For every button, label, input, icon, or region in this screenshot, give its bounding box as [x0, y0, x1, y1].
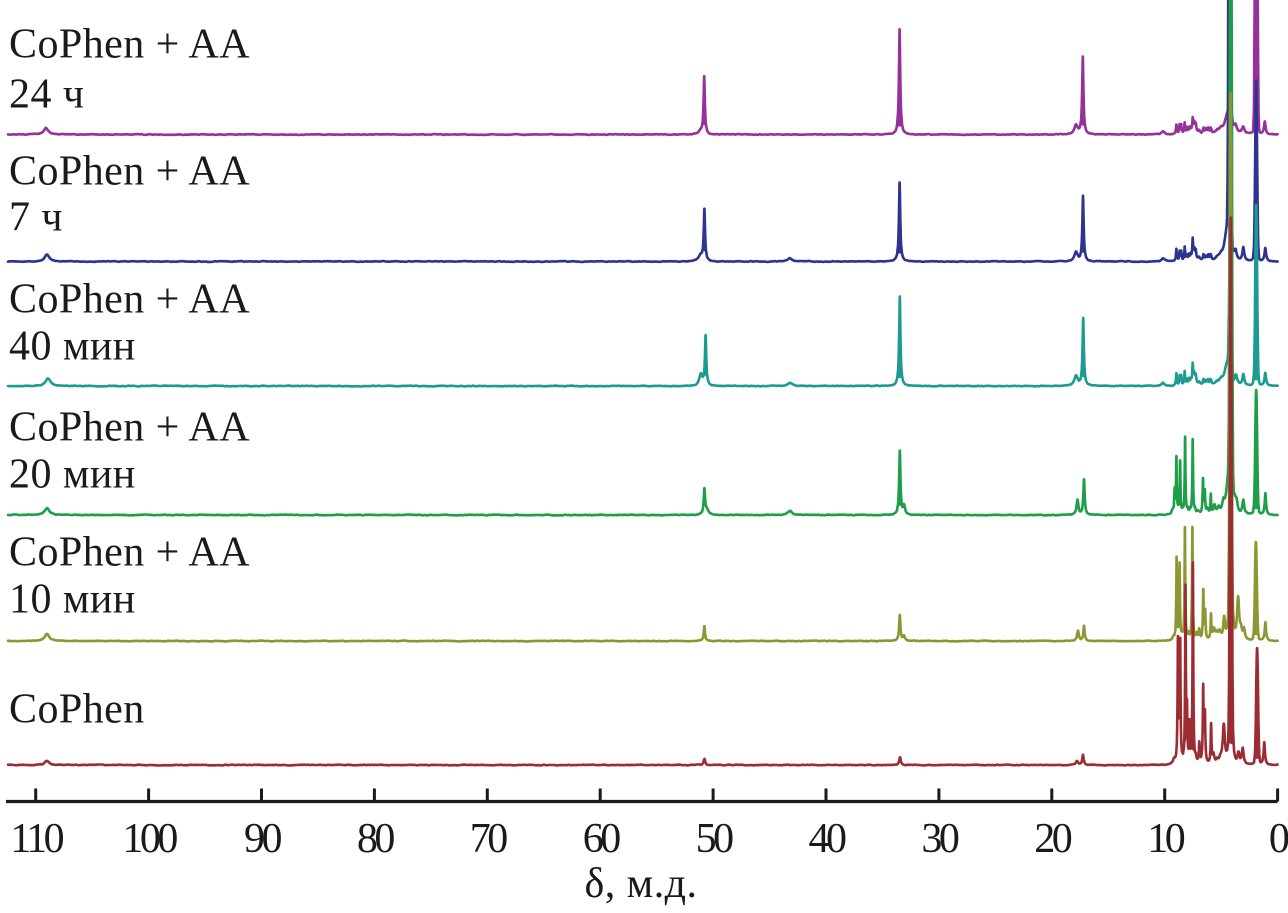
- svg-text:40: 40: [809, 816, 847, 862]
- svg-text:60: 60: [583, 816, 621, 862]
- svg-text:90: 90: [244, 816, 282, 862]
- svg-text:CoPhen + AA: CoPhen + AA: [9, 277, 250, 323]
- svg-text:100: 100: [122, 816, 177, 862]
- svg-text:80: 80: [357, 816, 395, 862]
- svg-text:CoPhen + AA: CoPhen + AA: [9, 149, 250, 195]
- svg-text:50: 50: [696, 816, 734, 862]
- svg-text:20: 20: [1034, 816, 1072, 862]
- svg-text:30: 30: [921, 816, 959, 862]
- svg-text:110: 110: [10, 816, 63, 862]
- svg-text:10 мин: 10 мин: [9, 577, 136, 623]
- svg-text:CoPhen: CoPhen: [9, 687, 145, 733]
- svg-text:20 мин: 20 мин: [9, 452, 136, 498]
- svg-text:CoPhen + AA: CoPhen + AA: [9, 405, 250, 451]
- svg-text:0: 0: [1269, 816, 1288, 862]
- svg-text:δ, м.д.: δ, м.д.: [585, 861, 698, 907]
- svg-text:24 ч: 24 ч: [9, 72, 84, 118]
- svg-text:40 мин: 40 мин: [9, 324, 136, 370]
- svg-text:70: 70: [470, 816, 508, 862]
- svg-text:10: 10: [1147, 816, 1185, 862]
- svg-text:CoPhen + AA: CoPhen + AA: [9, 530, 250, 576]
- svg-text:CoPhen + AA: CoPhen + AA: [9, 22, 250, 68]
- svg-text:7 ч: 7 ч: [9, 195, 63, 241]
